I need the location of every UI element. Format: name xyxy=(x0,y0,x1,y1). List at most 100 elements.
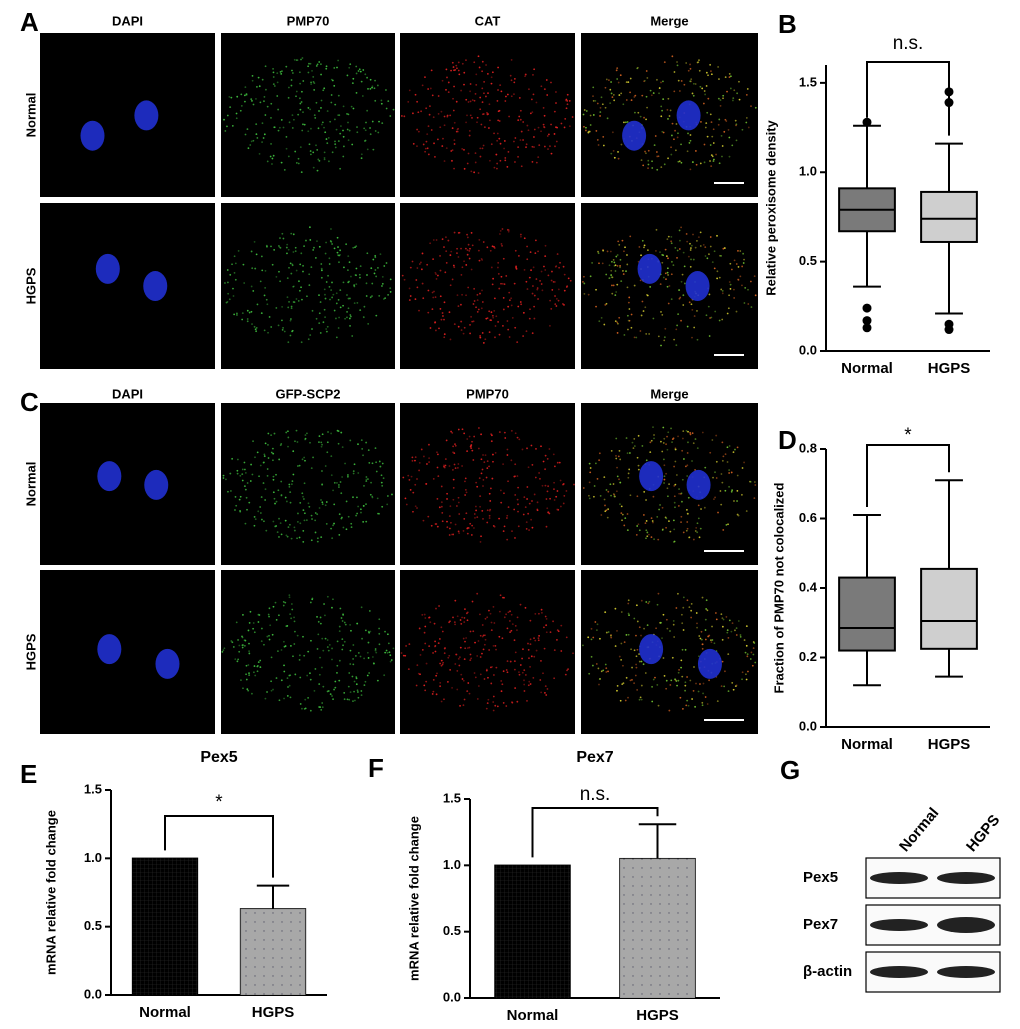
microscopy-dot xyxy=(257,613,260,616)
microscopy-dot xyxy=(505,705,508,707)
microscopy-dot xyxy=(330,527,332,530)
y-tick-label: 0.0 xyxy=(443,989,461,1004)
microscopy-dot xyxy=(655,627,657,630)
microscopy-dot xyxy=(254,328,257,331)
microscopy-dot xyxy=(368,461,371,464)
microscopy-dot xyxy=(335,292,338,295)
microscopy-dot xyxy=(269,155,272,158)
microscopy-dot xyxy=(661,450,664,453)
microscopy-dot xyxy=(617,151,619,153)
microscopy-dot xyxy=(563,126,566,129)
microscopy-dot xyxy=(527,129,530,132)
microscopy-dot xyxy=(256,137,259,139)
microscopy-dot xyxy=(468,692,471,695)
microscopy-dot xyxy=(370,481,372,484)
microscopy-dot xyxy=(537,156,540,159)
microscopy-dot xyxy=(467,286,470,289)
microscopy-dot xyxy=(628,468,631,471)
microscopy-dot xyxy=(510,459,513,462)
microscopy-dot xyxy=(363,127,366,130)
microscopy-dot xyxy=(728,155,731,158)
microscopy-dot xyxy=(348,672,351,674)
microscopy-dot xyxy=(435,693,438,696)
microscopy-dot xyxy=(656,516,659,518)
microscopy-dot xyxy=(554,295,556,297)
microscopy-dot xyxy=(253,240,256,243)
microscopy-dot xyxy=(498,431,501,433)
microscopy-dot xyxy=(727,690,730,693)
microscopy-dot xyxy=(583,125,585,128)
microscopy-dot xyxy=(657,592,660,595)
microscopy-dot xyxy=(704,93,707,96)
microscopy-dot xyxy=(712,158,715,161)
microscopy-dot xyxy=(363,684,366,687)
microscopy-dot xyxy=(286,535,289,538)
microscopy-dot xyxy=(490,311,493,314)
microscopy-dot xyxy=(496,100,499,102)
microscopy-dot xyxy=(640,314,643,317)
microscopy-dot xyxy=(519,118,522,121)
blot-band xyxy=(870,872,928,884)
microscopy-dot xyxy=(635,604,638,607)
microscopy-dot xyxy=(739,634,742,636)
microscopy-dot xyxy=(407,668,410,671)
microscopy-dot xyxy=(679,296,682,299)
microscopy-dot xyxy=(619,503,621,506)
microscopy-dot xyxy=(650,517,653,520)
microscopy-dot xyxy=(729,262,732,265)
microscopy-dot xyxy=(674,678,676,681)
microscopy-dot xyxy=(726,631,729,634)
microscopy-dot xyxy=(666,271,669,274)
microscopy-dot xyxy=(673,71,676,73)
microscopy-dot xyxy=(533,317,536,320)
microscopy-dot xyxy=(270,680,273,683)
microscopy-dot xyxy=(240,679,242,681)
microscopy-dot xyxy=(650,94,653,97)
microscopy-dot xyxy=(565,107,568,110)
microscopy-dot xyxy=(474,505,477,508)
microscopy-dot xyxy=(721,638,724,641)
microscopy-dot xyxy=(472,320,475,323)
microscopy-dot xyxy=(554,303,557,306)
microscopy-dot xyxy=(446,76,448,79)
microscopy-dot xyxy=(427,515,430,518)
microscopy-dot xyxy=(614,607,617,610)
microscopy-dot xyxy=(620,512,623,515)
microscopy-dot xyxy=(639,115,642,118)
microscopy-dot xyxy=(465,59,467,62)
outlier xyxy=(862,303,872,313)
microscopy-dot xyxy=(688,301,691,304)
microscopy-dot xyxy=(321,433,324,436)
microscopy-dot xyxy=(251,79,254,82)
microscopy-dot xyxy=(280,480,283,483)
microscopy-dot xyxy=(564,673,567,676)
box xyxy=(920,567,978,650)
microscopy-dot xyxy=(660,81,662,84)
microscopy-dot xyxy=(366,674,369,677)
microscopy-dot xyxy=(487,698,490,701)
microscopy-dot xyxy=(434,155,436,158)
microscopy-dot xyxy=(484,617,487,620)
x-tick-label: HGPS xyxy=(928,736,971,753)
microscopy-dot xyxy=(251,473,254,476)
microscopy-dot xyxy=(682,531,685,534)
microscopy-dot xyxy=(302,123,304,126)
microscopy-dot xyxy=(482,517,484,520)
microscopy-dot xyxy=(549,324,551,327)
microscopy-dot xyxy=(344,317,346,320)
microscopy-dot xyxy=(288,674,291,677)
microscopy-dot xyxy=(385,107,388,110)
microscopy-dot xyxy=(665,618,668,621)
nucleus xyxy=(97,634,122,665)
microscopy-dot xyxy=(297,512,299,515)
microscopy-dot xyxy=(717,511,719,514)
microscopy-dot xyxy=(265,529,268,532)
microscopy-dot xyxy=(604,504,606,507)
microscopy-dot xyxy=(463,658,466,661)
microscopy-dot xyxy=(374,256,377,259)
microscopy-dot xyxy=(287,248,290,251)
microscopy-dot xyxy=(361,95,364,97)
y-axis-label: mRNA relative fold change xyxy=(43,810,58,975)
microscopy-dot xyxy=(518,673,521,676)
microscopy-dot xyxy=(420,268,423,271)
